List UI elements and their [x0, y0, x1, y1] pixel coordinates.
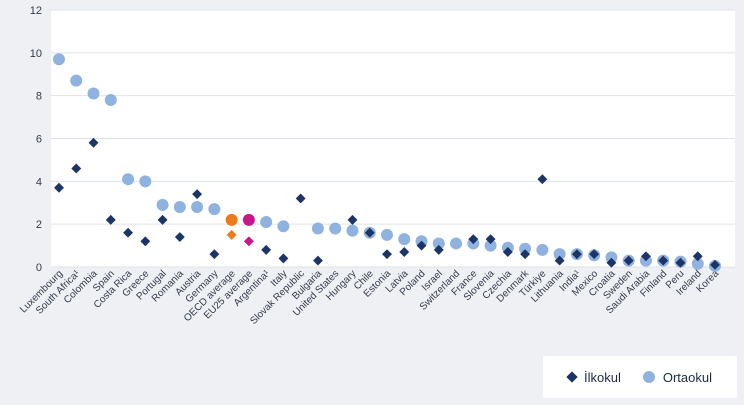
ilkokul-point: [554, 255, 565, 266]
ilkokul-point: [88, 137, 99, 148]
y-tick-label: 0: [36, 262, 42, 274]
ilkokul-point: [347, 214, 358, 225]
ilkokul-point: [710, 259, 720, 270]
ortaokul-point: [104, 93, 117, 106]
ortaokul-point: [260, 216, 273, 229]
y-tick-label: 6: [36, 134, 42, 146]
ilkokul-point: [209, 249, 220, 260]
ilkokul-point: [295, 193, 306, 204]
ortaokul-point: [242, 213, 255, 226]
ilkokul-point: [54, 182, 64, 193]
ilkokul-point: [382, 249, 392, 260]
ilkokul-point: [140, 236, 151, 247]
ilkokul-point: [416, 240, 427, 251]
legend-label-primary: İlkokul: [584, 369, 621, 385]
legend: İlkokul Ortaokul: [543, 356, 737, 398]
ortaokul-point: [432, 237, 445, 250]
ortaokul-point: [311, 222, 324, 235]
ortaokul-point: [191, 201, 204, 214]
ilkokul-point: [520, 249, 531, 260]
y-tick-label: 2: [36, 219, 42, 231]
ortaokul-point: [346, 224, 359, 237]
ortaokul-point: [277, 220, 290, 233]
ortaokul-point: [156, 198, 169, 211]
ortaokul-point: [139, 175, 152, 188]
ilkokul-point: [71, 163, 82, 174]
ilkokul-point: [192, 189, 203, 200]
circle-marker-icon: [642, 371, 655, 383]
ilkokul-point: [537, 174, 548, 185]
ilkokul-point: [226, 229, 237, 240]
ilkokul-point: [502, 247, 513, 257]
ilkokul-point: [589, 249, 600, 260]
ilkokul-point: [243, 236, 254, 247]
ilkokul-point: [571, 249, 582, 260]
ortaokul-point: [87, 87, 100, 100]
ortaokul-point: [484, 239, 497, 252]
ilkokul-point: [261, 244, 272, 255]
ilkokul-point: [312, 255, 323, 266]
y-tick-label: 4: [36, 176, 42, 188]
y-tick-label: 12: [30, 5, 42, 17]
ortaokul-point: [225, 213, 238, 226]
y-tick-label: 10: [30, 48, 42, 60]
ilkokul-point: [105, 214, 116, 225]
ortaokul-point: [329, 222, 342, 235]
y-tick-label: 8: [36, 91, 42, 103]
ortaokul-point: [53, 53, 65, 66]
ortaokul-point: [691, 257, 704, 270]
ilkokul-point: [692, 251, 703, 262]
ortaokul-point: [381, 228, 393, 241]
ilkokul-point: [468, 234, 479, 245]
ilkokul-point: [123, 227, 134, 238]
ortaokul-point: [519, 242, 532, 255]
ilkokul-point: [675, 257, 686, 268]
legend-item-primary: İlkokul: [566, 369, 621, 385]
ilkokul-point: [174, 232, 185, 242]
ilkokul-point: [157, 214, 168, 225]
diamond-marker-icon: [566, 371, 578, 383]
ilkokul-point: [606, 257, 617, 268]
ilkokul-point: [278, 253, 289, 264]
ortaokul-point: [605, 251, 618, 264]
legend-item-lower-secondary: Ortaokul: [642, 369, 712, 385]
data-marks: [53, 53, 721, 272]
ortaokul-point: [536, 243, 549, 256]
ortaokul-point: [70, 74, 83, 87]
ilkokul-point: [658, 255, 669, 266]
y-axis-tick-labels: 0 2 4 6 8 10 12: [30, 5, 42, 274]
ilkokul-point: [399, 247, 410, 257]
gridlines: [51, 9, 735, 268]
ilkokul-point: [623, 255, 634, 266]
ortaokul-point: [122, 173, 135, 186]
ortaokul-point: [553, 248, 566, 261]
ilkokul-point: [640, 251, 651, 262]
legend-label-lower-secondary: Ortaokul: [662, 369, 712, 385]
ilkokul-point: [364, 227, 375, 238]
ilkokul-point: [485, 234, 496, 245]
ortaokul-point: [450, 237, 463, 250]
ilkokul-point: [433, 244, 444, 255]
ortaokul-point: [173, 201, 186, 214]
ortaokul-point: [208, 203, 221, 216]
ortaokul-point: [398, 233, 411, 246]
